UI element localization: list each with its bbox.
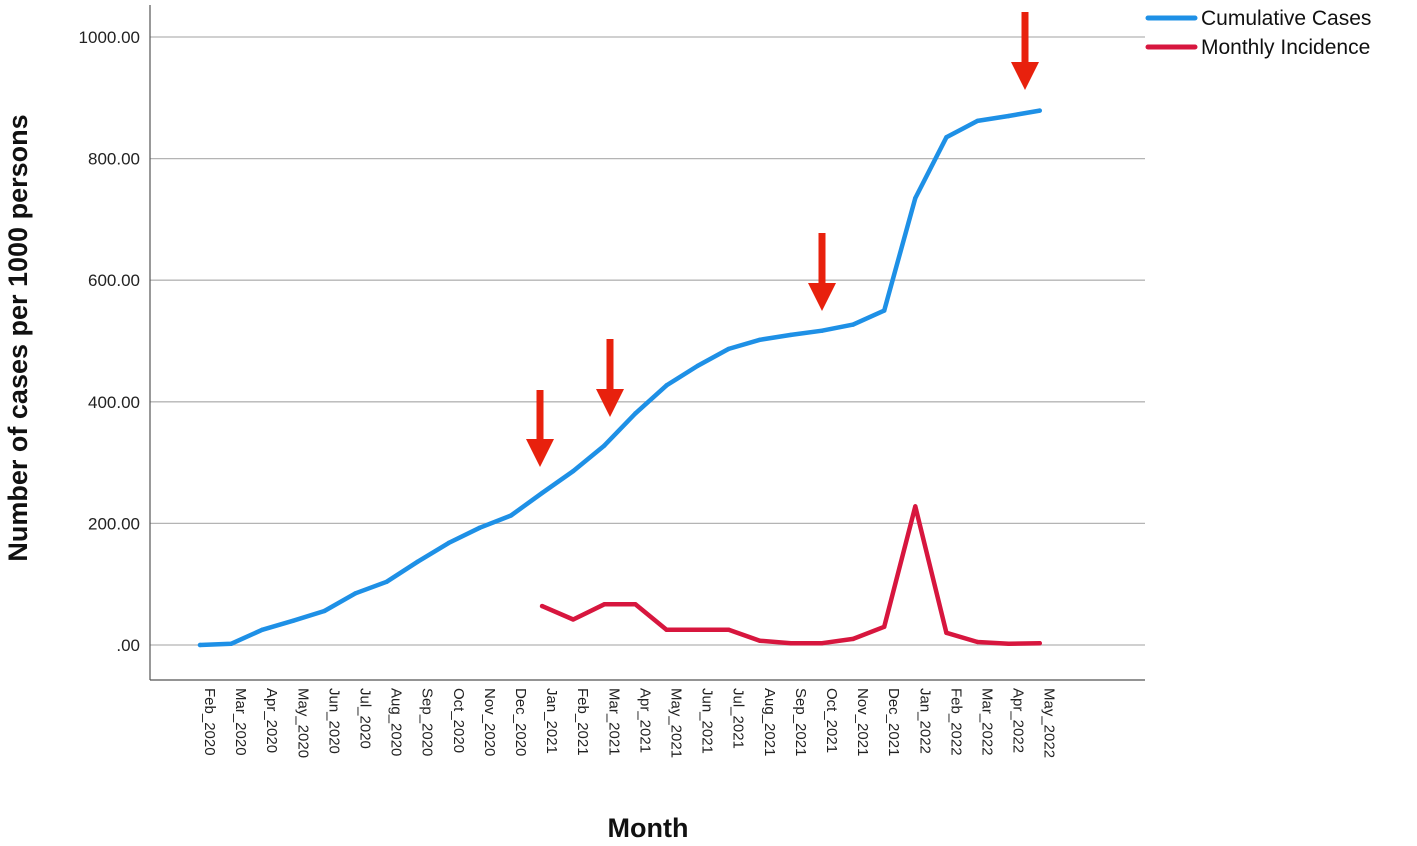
x-tick-label: Sep_2020 [419,688,436,756]
monthly-incidence-point [975,639,980,645]
x-tick-label: Nov_2021 [854,688,871,756]
x-tick-label: Nov_2020 [481,688,498,756]
x-tick-label: Feb_2022 [947,688,964,756]
monthly-incidence-point [1037,640,1042,646]
y-tick-label: .00 [116,636,140,655]
y-tick-label: 1000.00 [79,28,140,47]
cumulative-cases-line [197,108,1042,648]
x-tick-label: May_2022 [1041,688,1058,758]
y-axis-title: Number of cases per 1000 persons [3,114,33,561]
series-lines [197,108,1042,648]
red-arrow-annotation [526,390,554,467]
monthly-incidence-point [1006,641,1011,646]
x-tick-label: Dec_2020 [512,688,529,756]
cumulative-cases-point [571,468,576,474]
legend-label: Cumulative Cases [1201,7,1371,30]
arrow-annotations [526,12,1039,467]
monthly-incidence-point [819,640,825,646]
x-tick-label: Apr_2021 [636,688,653,753]
x-tick-label: Jul_2020 [357,688,374,749]
cumulative-cases-point [664,383,669,388]
monthly-incidence-point [633,602,638,607]
cumulative-cases-point [819,328,825,333]
monthly-incidence-point [695,627,700,632]
cumulative-cases-point [602,443,607,448]
x-tick-label: Dec_2021 [885,688,902,756]
red-arrow-annotation [596,339,624,417]
x-tick-label: Feb_2020 [201,688,218,756]
cumulative-cases-point [975,118,980,124]
monthly-incidence-point [850,636,856,642]
x-tick-label: Apr_2022 [1010,688,1027,753]
cumulative-cases-point [788,332,794,338]
cumulative-cases-point [260,627,265,632]
x-tick-label: Mar_2021 [605,688,622,756]
cumulative-cases-point [944,135,949,140]
cumulative-cases-point [291,618,296,623]
y-tick-label: 800.00 [88,150,140,169]
plot-frame [149,5,1145,681]
x-tick-label: Sep_2021 [792,688,809,756]
x-tick-label: Jul_2021 [730,688,747,749]
monthly-incidence-point [539,603,545,609]
x-tick-label: Aug_2020 [388,688,405,756]
x-tick-label: Mar_2022 [979,688,996,756]
cumulative-cases-point [695,363,700,369]
cumulative-cases-point [726,346,731,352]
cumulative-cases-point [850,322,856,327]
monthly-incidence-point [788,640,794,646]
cumulative-cases-point [415,559,420,564]
x-tick-label: May_2021 [668,688,685,758]
legend-label: Monthly Incidence [1201,36,1370,59]
cumulative-cases-point [384,579,389,584]
cumulative-cases-point [633,411,638,416]
monthly-incidence-point [726,627,731,632]
x-tick-label: Jun_2021 [699,688,716,754]
cumulative-cases-point [197,642,203,648]
monthly-incidence-point [882,624,887,629]
x-tick-label: Oct_2021 [823,688,840,753]
monthly-incidence-point [664,627,669,632]
cumulative-cases-point [322,608,327,614]
cumulative-cases-point [913,195,918,201]
cumulative-cases-point [508,513,514,518]
cumulative-cases-point [882,308,887,313]
y-tick-label: 200.00 [88,514,140,533]
x-tick-label: Mar_2020 [232,688,249,756]
x-tick-labels: Feb_2020 Mar_2020 Apr_2020 May_2020 Jun_2020… [201,688,1058,758]
x-axis-title: Month [608,813,689,843]
legend: Cumulative Cases Monthly Incidence [1145,7,1371,59]
cumulative-cases-point [1006,113,1011,119]
x-tick-label: Jan_2022 [916,688,933,754]
cumulative-cases-point [757,337,762,342]
monthly-incidence-point [602,602,607,607]
x-tick-label: Apr_2020 [263,688,280,753]
x-tick-label: Jan_2021 [543,688,560,754]
y-tick-label: 600.00 [88,271,140,290]
cumulative-cases-point [228,641,234,646]
x-tick-label: May_2020 [294,688,311,758]
y-tick-label: 400.00 [88,393,140,412]
x-tick-label: Oct_2020 [450,688,467,753]
cumulative-cases-point [1037,108,1042,113]
y-gridlines [150,36,1145,646]
monthly-incidence-point [571,617,576,622]
cumulative-cases-point [446,540,451,546]
cumulative-cases-point [353,591,358,596]
x-tick-label: Aug_2021 [761,688,778,756]
x-tick-label: Jun_2020 [325,688,342,754]
red-arrow-annotation [1011,12,1039,90]
monthly-incidence-point [944,630,949,636]
x-tick-label: Feb_2021 [574,688,591,756]
cumulative-cases-point [539,490,545,496]
cumulative-cases-point [477,525,483,530]
red-arrow-annotation [808,233,836,311]
monthly-incidence-line [539,504,1042,647]
monthly-incidence-point [913,504,918,509]
y-tick-labels: .00 200.00 400.00 600.00 800.00 1000.00 [79,28,140,655]
monthly-incidence-point [757,638,762,643]
